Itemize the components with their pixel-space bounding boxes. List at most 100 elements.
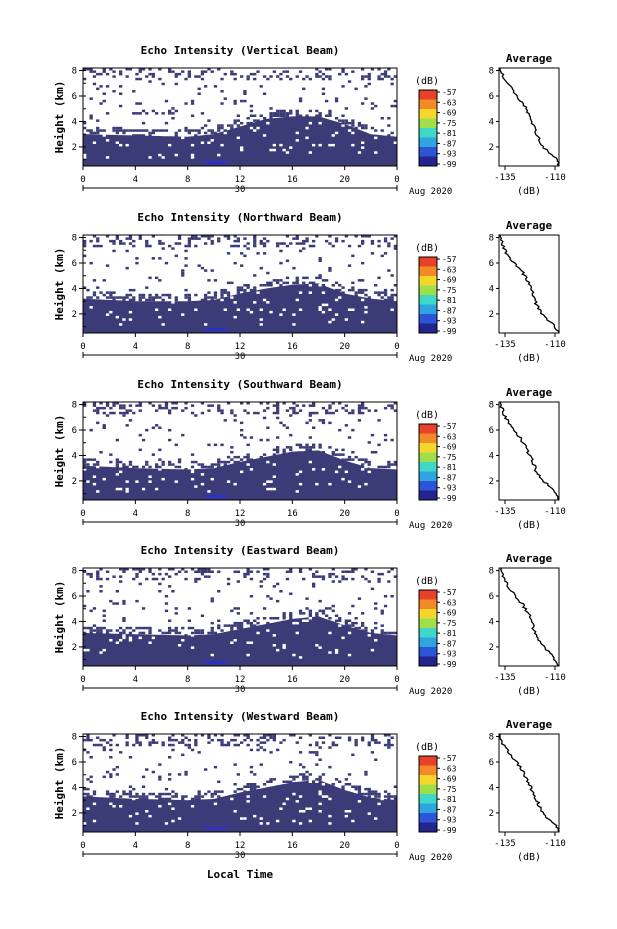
echo-gap-cell bbox=[308, 284, 312, 287]
echo-cell bbox=[262, 736, 267, 739]
echo-gap-cell bbox=[210, 477, 214, 481]
echo-cell bbox=[282, 70, 286, 73]
echo-cell bbox=[331, 783, 335, 786]
echo-cell bbox=[230, 629, 234, 632]
echo-cell bbox=[89, 428, 93, 432]
echo-cell bbox=[141, 792, 146, 796]
echo-gap-cell bbox=[138, 636, 142, 640]
echo-cell bbox=[207, 734, 211, 737]
colorbar-tick-label: -63 bbox=[442, 432, 457, 441]
echo-cell bbox=[302, 446, 306, 449]
echo-gap-cell bbox=[83, 156, 87, 159]
echo-cell bbox=[141, 775, 146, 779]
echo-gap-cell bbox=[266, 822, 270, 825]
echo-cell bbox=[338, 453, 342, 456]
echo-gap-cell bbox=[305, 807, 309, 810]
echo-cell bbox=[262, 92, 267, 95]
echo-cell bbox=[272, 453, 276, 456]
echo-cell bbox=[266, 568, 270, 571]
echo-cell bbox=[370, 252, 375, 255]
y-tick-label: 6 bbox=[72, 426, 77, 436]
echo-cell bbox=[230, 70, 234, 73]
echo-cell bbox=[181, 741, 185, 744]
echo-cell bbox=[125, 792, 129, 796]
average-x-tick-label: -135 bbox=[494, 173, 516, 183]
echo-cell bbox=[155, 296, 159, 299]
echo-cell bbox=[249, 72, 254, 76]
echo-cell bbox=[197, 570, 201, 573]
echo-cell bbox=[374, 758, 378, 761]
echo-cell bbox=[312, 443, 316, 447]
echo-cell bbox=[315, 411, 319, 415]
echo-cell bbox=[246, 284, 250, 287]
echo-cell bbox=[357, 458, 362, 461]
echo-cell bbox=[387, 269, 391, 272]
echo-cell bbox=[266, 738, 270, 742]
echo-gap-cell bbox=[190, 468, 195, 471]
echo-cell bbox=[168, 585, 172, 588]
echo-cell bbox=[122, 242, 126, 245]
echo-cell bbox=[390, 82, 394, 86]
echo-cell bbox=[259, 746, 263, 749]
echo-cell bbox=[112, 411, 116, 415]
echo-cell bbox=[184, 244, 188, 248]
echo-cell bbox=[367, 441, 371, 444]
echo-cell bbox=[89, 626, 93, 630]
echo-cell bbox=[390, 104, 394, 108]
echo-cell bbox=[344, 72, 348, 76]
echo-cell bbox=[328, 572, 332, 576]
echo-cell bbox=[226, 624, 231, 627]
echo-cell bbox=[279, 72, 283, 76]
echo-cell bbox=[161, 631, 165, 635]
echo-cell bbox=[151, 131, 155, 135]
echo-cell bbox=[312, 239, 316, 243]
echo-cell bbox=[240, 402, 244, 405]
echo-cell bbox=[341, 448, 345, 452]
echo-cell bbox=[276, 244, 280, 248]
echo-cell bbox=[266, 438, 270, 442]
echo-gap-cell bbox=[190, 634, 195, 637]
echo-cell bbox=[220, 738, 224, 742]
echo-cell bbox=[187, 746, 191, 749]
echo-cell bbox=[253, 288, 257, 292]
echo-cell bbox=[240, 787, 244, 791]
echo-gap-cell bbox=[128, 814, 133, 818]
echo-gap-cell bbox=[328, 797, 332, 801]
echo-gap-cell bbox=[279, 807, 283, 810]
echo-cell bbox=[240, 741, 244, 744]
echo-cell bbox=[249, 738, 254, 742]
average-y-tick-label: 8 bbox=[489, 401, 494, 411]
echo-cell bbox=[259, 284, 263, 287]
echo-cell bbox=[190, 453, 195, 456]
echo-gap-cell bbox=[302, 619, 306, 622]
echo-cell bbox=[171, 117, 175, 120]
echo-cell bbox=[347, 458, 352, 461]
echo-cell bbox=[302, 276, 306, 280]
echo-cell bbox=[344, 119, 348, 122]
echo-cell bbox=[243, 734, 247, 737]
echo-cell bbox=[190, 748, 195, 752]
colorbar-tick-label: -63 bbox=[442, 764, 457, 773]
echo-cell bbox=[357, 419, 362, 422]
echo-cell bbox=[112, 734, 116, 737]
echo-cell bbox=[377, 572, 381, 576]
echo-cell bbox=[151, 792, 155, 796]
echo-cell bbox=[370, 734, 375, 737]
echo-cell bbox=[295, 276, 299, 280]
echo-gap-cell bbox=[109, 802, 113, 806]
echo-cell bbox=[164, 595, 169, 598]
echo-cell bbox=[210, 792, 214, 796]
echo-gap-cell bbox=[256, 126, 260, 130]
echo-cell bbox=[295, 281, 299, 285]
date-label: 30 bbox=[235, 851, 246, 861]
echo-cell bbox=[128, 419, 133, 422]
echo-cell bbox=[361, 411, 365, 415]
echo-gap-cell bbox=[295, 131, 299, 135]
echo-cell bbox=[135, 738, 139, 742]
echo-cell bbox=[341, 85, 345, 88]
echo-cell bbox=[141, 134, 146, 137]
echo-cell bbox=[155, 409, 159, 412]
colorbar-tick-label: -75 bbox=[442, 119, 457, 128]
echo-cell bbox=[276, 409, 280, 412]
echo-cell bbox=[295, 75, 299, 78]
